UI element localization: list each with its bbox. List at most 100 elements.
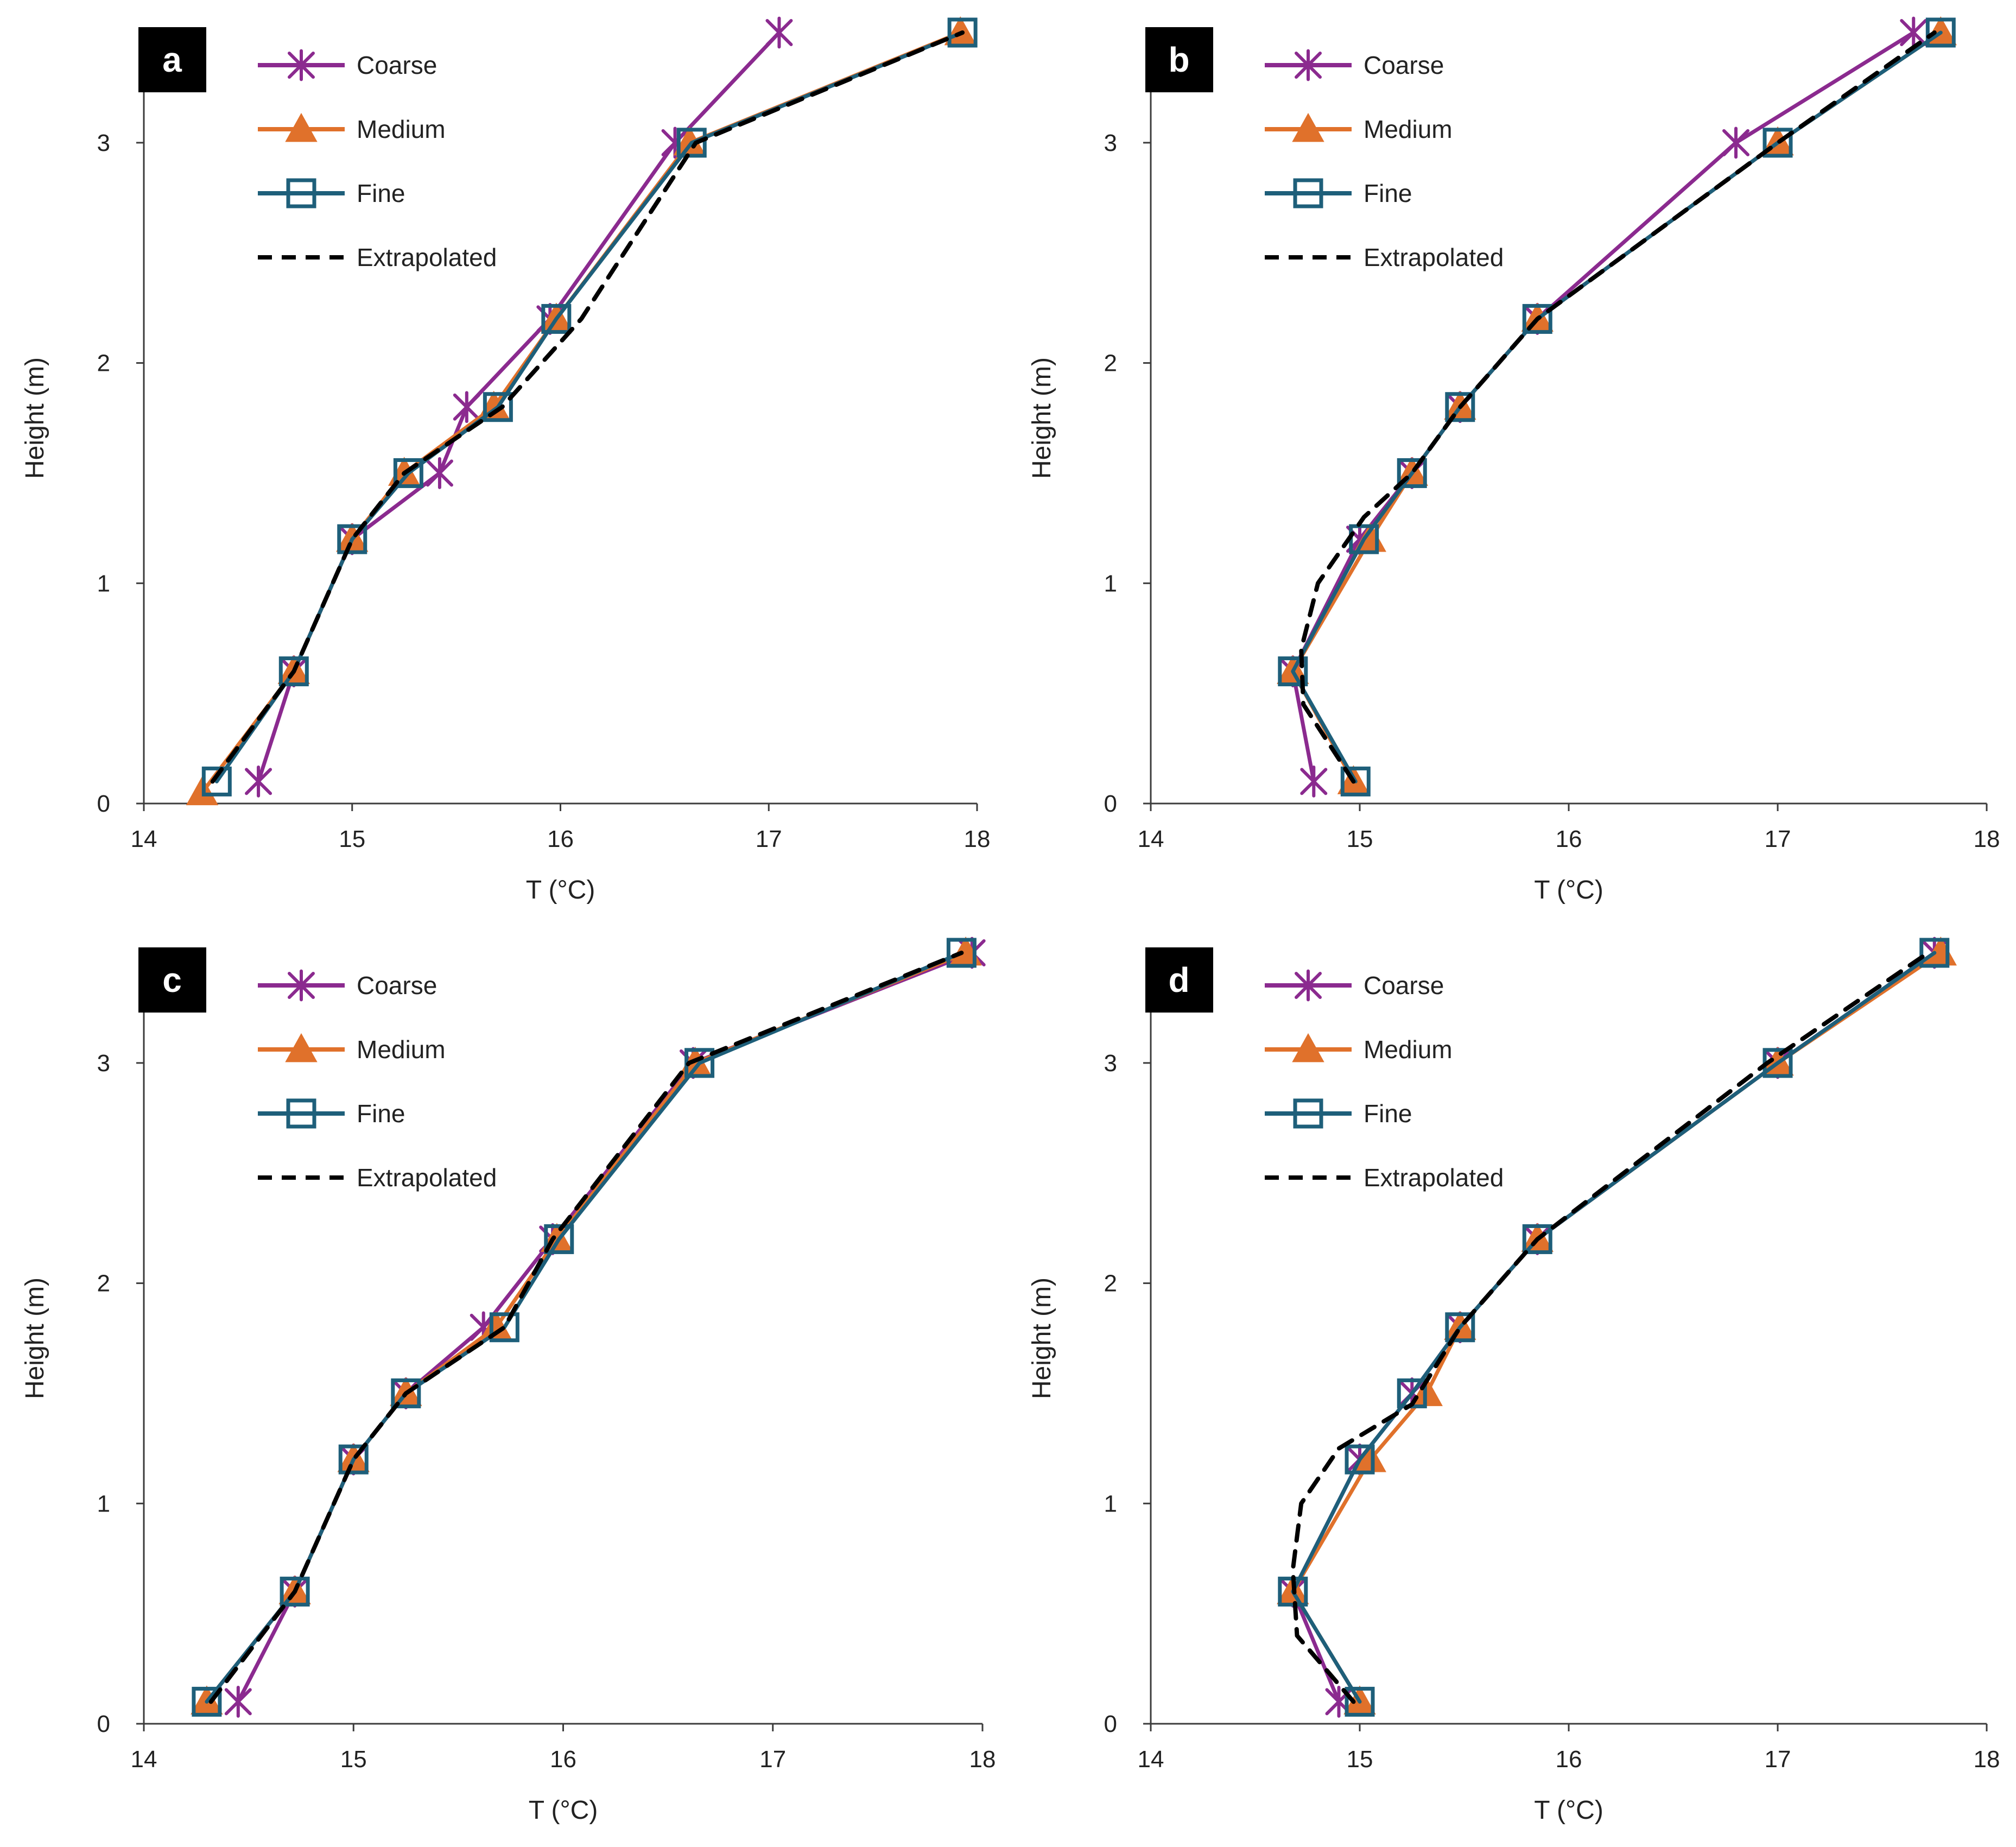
- series-fine: [201, 17, 978, 796]
- x-tick-label: 17: [1765, 1746, 1791, 1773]
- series-line-medium: [1291, 30, 1943, 783]
- legend-marker: [1292, 112, 1324, 142]
- legend-item-fine: Fine: [258, 178, 405, 208]
- legend-item-fine: Fine: [1265, 178, 1412, 208]
- x-tick-label: 18: [1974, 1746, 2000, 1773]
- y-tick-label: 0: [97, 1711, 110, 1737]
- legend-label: Coarse: [1364, 51, 1444, 79]
- legend-item-extrapolated: Extrapolated: [258, 243, 497, 271]
- x-tick-label: 15: [339, 826, 365, 852]
- legend-marker: [286, 178, 316, 208]
- data-point-medium: [1924, 936, 1957, 966]
- data-point-fine: [391, 1378, 421, 1408]
- data-point-fine: [201, 766, 232, 796]
- legend-label: Fine: [357, 1099, 405, 1128]
- data-point-fine: [676, 128, 707, 158]
- x-tick-label: 14: [1138, 1746, 1164, 1773]
- data-point-coarse: [224, 1686, 252, 1718]
- data-point-fine: [393, 458, 423, 488]
- x-tick-label: 17: [756, 826, 782, 852]
- legend-marker: [1293, 178, 1323, 208]
- panel-d: 14 15 16 17 18 0 1 2 3 T (°C) Height (m) d Coarse Med…: [1028, 936, 2000, 1825]
- data-point-coarse: [426, 457, 453, 489]
- legend-marker: [1295, 49, 1322, 81]
- y-tick-label: 1: [97, 570, 110, 597]
- x-tick-label: 15: [340, 1746, 367, 1773]
- x-axis-title: T (°C): [526, 876, 595, 904]
- legend-label: Extrapolated: [1364, 1163, 1504, 1192]
- x-tick-label: 14: [131, 1746, 157, 1773]
- panel-c: 14 15 16 17 18 0 1 2 3 T (°C) Height (m) c Coarse Med…: [21, 936, 996, 1825]
- series-line-fine: [205, 951, 963, 1704]
- y-tick-label: 0: [1104, 790, 1117, 817]
- panel-label-box: [138, 27, 206, 92]
- series-line-extrapolated: [1290, 951, 1931, 1704]
- legend-item-medium: Medium: [258, 1033, 446, 1064]
- data-point-coarse: [765, 16, 793, 49]
- data-point-fine: [1278, 656, 1308, 687]
- x-tick-label: 17: [759, 1746, 786, 1773]
- y-tick-label: 2: [1104, 350, 1117, 377]
- legend-item-coarse: Coarse: [1265, 49, 1444, 81]
- data-point-fine: [337, 524, 367, 554]
- data-point-coarse: [245, 766, 272, 798]
- series-line-coarse: [256, 30, 781, 783]
- data-point-fine: [946, 938, 977, 968]
- series-line-fine: [1291, 30, 1943, 783]
- data-point-coarse: [1900, 16, 1928, 49]
- y-tick-label: 0: [97, 790, 110, 817]
- legend-marker: [286, 1098, 316, 1129]
- series-line-extrapolated: [1299, 30, 1937, 784]
- panel-a: 14 15 16 17 18 0 1 2 3 T (°C) Height (m) a Coarse Med…: [21, 16, 991, 904]
- series-line-coarse: [1291, 30, 1916, 783]
- series-extrapolated: [1290, 951, 1931, 1704]
- legend-label: Extrapolated: [357, 1163, 497, 1192]
- series-line-coarse: [1291, 951, 1937, 1704]
- legend-marker: [285, 112, 318, 142]
- x-tick-label: 18: [1974, 826, 2000, 852]
- panel-label: a: [162, 40, 182, 79]
- series-line-extrapolated: [208, 951, 964, 1704]
- y-tick-label: 3: [97, 130, 110, 156]
- legend-item-coarse: Coarse: [258, 969, 437, 1002]
- series-fine: [1278, 938, 1950, 1717]
- panel-label: b: [1168, 40, 1189, 79]
- legend-item-coarse: Coarse: [1265, 969, 1444, 1002]
- series-line-coarse: [236, 951, 974, 1704]
- data-point-fine: [1397, 458, 1427, 488]
- legend-label: Extrapolated: [357, 243, 497, 271]
- legend-item-extrapolated: Extrapolated: [1265, 1163, 1504, 1192]
- x-tick-label: 18: [964, 826, 991, 852]
- data-point-fine: [338, 1444, 369, 1475]
- legend-label: Coarse: [357, 971, 437, 1000]
- x-tick-label: 15: [1347, 1746, 1373, 1773]
- data-point-coarse: [1722, 126, 1749, 159]
- y-tick-label: 2: [97, 350, 110, 377]
- legend-item-medium: Medium: [1265, 112, 1453, 143]
- data-point-fine: [278, 656, 309, 687]
- y-tick-label: 1: [97, 1490, 110, 1517]
- data-point-fine: [1763, 128, 1793, 158]
- x-tick-label: 16: [1556, 1746, 1582, 1773]
- legend-label: Extrapolated: [1364, 243, 1504, 271]
- x-axis-title: T (°C): [529, 1796, 598, 1825]
- x-tick-label: 14: [131, 826, 157, 852]
- y-tick-label: 3: [1104, 1050, 1117, 1077]
- y-tick-label: 3: [97, 1050, 110, 1077]
- y-tick-label: 0: [1104, 1711, 1117, 1737]
- data-point-coarse: [453, 391, 480, 423]
- legend-item-fine: Fine: [1265, 1098, 1412, 1129]
- series-line-fine: [1291, 951, 1937, 1704]
- legend-label: Medium: [357, 1035, 446, 1064]
- y-tick-label: 2: [97, 1270, 110, 1297]
- x-tick-label: 16: [550, 1746, 576, 1773]
- data-point-fine: [1522, 303, 1552, 334]
- data-point-fine: [483, 392, 513, 422]
- x-tick-label: 16: [1556, 826, 1582, 852]
- series-extrapolated: [208, 951, 964, 1704]
- data-point-coarse: [1300, 766, 1328, 798]
- legend-label: Fine: [357, 179, 405, 207]
- data-point-fine: [544, 1224, 574, 1254]
- legend-marker: [1295, 969, 1322, 1002]
